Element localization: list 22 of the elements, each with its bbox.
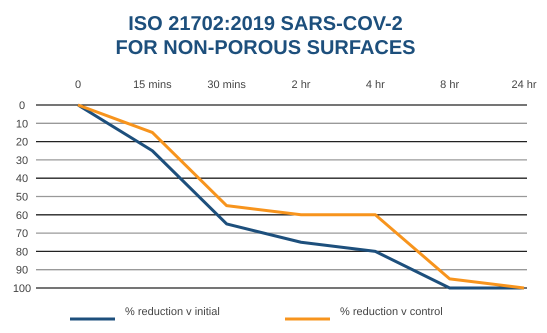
legend-label: % reduction v control xyxy=(340,306,443,318)
x-tick-label: 4 hr xyxy=(366,79,386,91)
y-tick-label: 70 xyxy=(16,228,28,240)
y-tick-label: 30 xyxy=(16,154,28,167)
line-series xyxy=(76,104,526,290)
y-tick-label: 60 xyxy=(16,210,28,222)
y-tick-label: 20 xyxy=(16,136,28,149)
x-tick-label: 0 xyxy=(74,79,82,91)
x-tick-label: 24 hr xyxy=(511,79,537,91)
y-tick-label: 80 xyxy=(16,246,28,258)
y-tick-label: 10 xyxy=(16,118,28,130)
legend-label: % reduction v initial xyxy=(125,306,220,318)
y-tick-label: 0 xyxy=(18,100,26,112)
x-tick-label: 15 mins xyxy=(133,79,172,91)
y-tick-label: 90 xyxy=(16,264,28,277)
chart-title: ISO 21702:2019 SARS-COV-2 FOR NON-POROUS SURFACES xyxy=(115,13,416,59)
y-tick-label: 40 xyxy=(16,173,28,186)
y-tick-label: 100 xyxy=(12,283,32,295)
y-tick-label: 50 xyxy=(16,192,28,204)
x-tick-label: 30 mins xyxy=(207,79,246,91)
x-tick-label: 8 hr xyxy=(440,79,460,91)
x-tick-label: 2 hr xyxy=(292,79,311,91)
